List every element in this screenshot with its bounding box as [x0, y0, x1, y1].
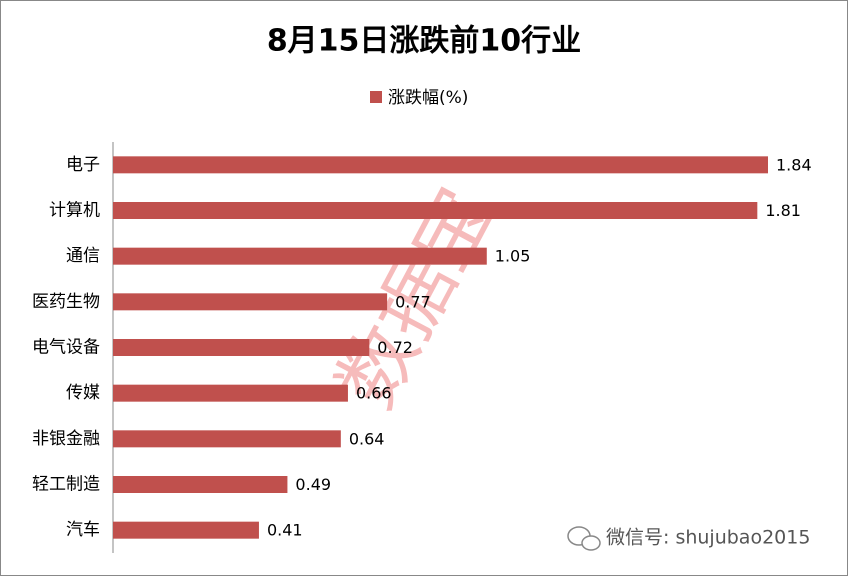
- bar: [113, 247, 487, 265]
- bar: [113, 384, 348, 402]
- value-label: 0.49: [295, 475, 331, 494]
- value-label: 1.81: [765, 201, 801, 220]
- category-label: 轻工制造: [32, 475, 100, 495]
- value-label: 0.64: [349, 429, 385, 448]
- category-label: 计算机: [49, 201, 100, 221]
- legend-label: 涨跌幅(%): [388, 88, 468, 108]
- bar: [113, 476, 288, 493]
- bar: [113, 156, 768, 174]
- bar: [113, 202, 758, 219]
- value-label: 0.72: [377, 338, 413, 357]
- category-label: 汽车: [66, 520, 100, 540]
- category-label: 电子: [66, 155, 100, 175]
- bar: [113, 521, 259, 539]
- wechat-icon: [567, 526, 601, 551]
- value-label: 0.66: [356, 384, 392, 403]
- category-label: 电气设备: [32, 338, 100, 358]
- category-label: 传媒: [66, 383, 100, 403]
- source-note: 微信号: shujubao2015: [606, 527, 810, 549]
- legend-swatch: [370, 91, 382, 103]
- category-label: 医药生物: [32, 292, 100, 312]
- bar: [113, 339, 370, 356]
- category-label: 通信: [66, 246, 100, 266]
- value-label: 0.77: [395, 292, 431, 311]
- chart-title: 8月15日涨跌前10行业: [267, 24, 581, 59]
- category-label: 非银金融: [32, 429, 100, 449]
- value-label: 1.84: [776, 155, 812, 174]
- value-label: 1.05: [495, 247, 531, 266]
- bar: [113, 430, 341, 448]
- bar: [113, 293, 388, 311]
- value-label: 0.41: [267, 521, 303, 540]
